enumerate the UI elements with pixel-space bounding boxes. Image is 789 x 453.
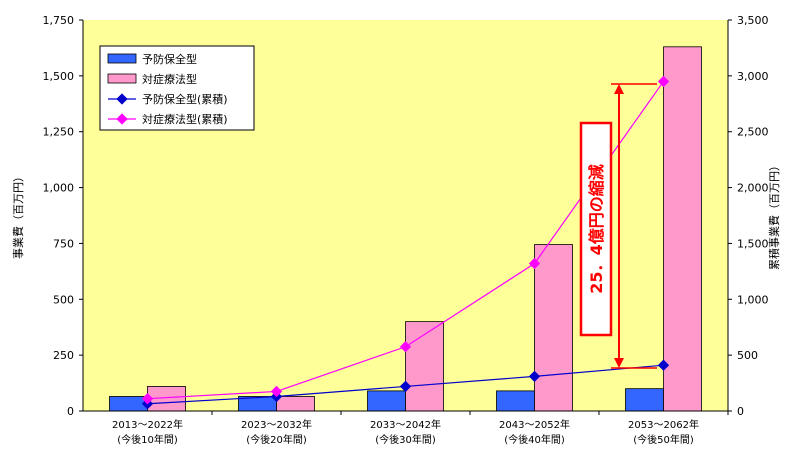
legend: 予防保全型 対症療法型 予防保全型(累積) 対症療法型(累積) [99,45,255,131]
legend-label-line2: 対症療法型(累積) [142,112,228,126]
annotation-box [579,121,613,337]
annotation-text: 25．4億円の縮減 [587,164,606,293]
y-tick-label-right: 3,000 [737,70,769,83]
y-tick-label-left: 250 [53,349,74,362]
point-reactive-cumulative-4 [528,257,541,270]
y-tick-label-left: 750 [53,237,74,250]
x-tick-label: (今後40年間) [504,433,565,446]
x-tick-label: (今後30年間) [375,433,436,446]
x-tick-label: 2023～2032年 [241,418,312,431]
y-tick-label-left: 1,500 [43,70,75,83]
y-tick-label-right: 500 [737,349,758,362]
y-tick-label-right: 2,500 [737,126,769,139]
y-tick-label-right: 2,000 [737,182,769,195]
y-tick-label-left: 500 [53,293,74,306]
x-tick-label: 2013～2022年 [112,418,183,431]
point-reactive-cumulative-1 [141,393,154,405]
annotation-arrow-head-top [614,84,624,94]
y-tick-label-left: 1,250 [43,126,75,139]
bar-preventive-3 [367,390,406,412]
point-reactive-cumulative-3 [399,341,412,353]
bar-preventive-5 [625,388,664,412]
y-axis-title-right: 累積事業費（百万円） [767,160,781,270]
bar-preventive-1 [109,396,148,412]
x-tick-label: 2043～2052年 [499,418,570,431]
legend-swatch-bar1 [107,53,137,64]
bar-reactive-4 [534,244,573,412]
x-tick-label: 2053～2062年 [628,418,699,431]
x-tick-label: (今後10年間) [117,433,178,446]
y-tick-label-left: 1,000 [43,182,75,195]
y-tick-label-right: 1,000 [737,293,769,306]
bar-reactive-3 [405,321,444,412]
point-preventive-cumulative-5 [657,359,670,371]
y-tick-label-right: 0 [737,405,744,418]
annotation-arrow-head-bottom [614,358,624,368]
x-tick-label: (今後20年間) [246,433,307,446]
y-tick-label-right: 1,500 [737,237,769,250]
y-tick-label-left: 0 [67,405,74,418]
legend-label-bar1: 予防保全型 [142,52,197,66]
annotation: 25．4億円の縮減 [579,83,657,369]
y-tick-label-right: 3,500 [737,14,769,27]
point-preventive-cumulative-3 [399,380,412,393]
legend-label-bar2: 対症療法型 [142,72,197,86]
bar-reactive-2 [276,396,315,412]
legend-swatch-bar2 [107,73,137,84]
x-tick-label: 2033～2042年 [370,418,441,431]
x-tick-label: (今後50年間) [633,433,694,446]
legend-label-line1: 予防保全型(累積) [142,92,228,106]
y-tick-label-left: 1,750 [43,14,75,27]
bar-preventive-4 [496,390,535,412]
bar-reactive-5 [663,46,702,412]
point-reactive-cumulative-2 [270,385,283,398]
point-preventive-cumulative-4 [528,370,541,383]
y-axis-title-left: 事業費（百万円） [11,171,25,259]
